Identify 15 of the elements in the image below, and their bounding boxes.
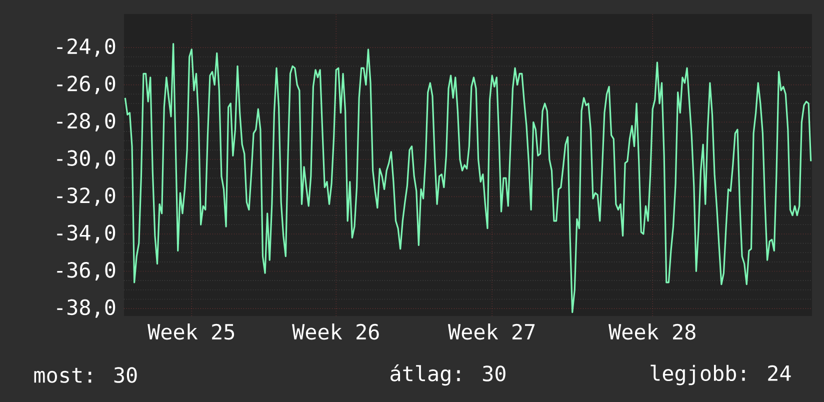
x-tick-label: Week 26	[292, 324, 379, 340]
y-tick-label: -34,0	[57, 224, 116, 244]
y-tick-label: -30,0	[57, 150, 116, 169]
text: legjobb: 24	[650, 364, 791, 386]
y-tick-label: -26,0	[57, 76, 116, 94]
text: most: 30	[34, 367, 137, 383]
text: átlag: 30	[390, 364, 506, 386]
x-tick-label: Week 25	[148, 324, 234, 340]
y-tick-label: -24,0	[57, 38, 116, 57]
y-tick-label: -36,0	[57, 262, 116, 280]
x-tick-label: Week 28	[608, 324, 696, 340]
y-tick-label: -38,0	[57, 299, 116, 318]
x-tick-label: Week 27	[448, 324, 535, 340]
y-tick-label: -32,0	[57, 187, 116, 206]
y-tick-label: -28,0	[57, 112, 116, 132]
